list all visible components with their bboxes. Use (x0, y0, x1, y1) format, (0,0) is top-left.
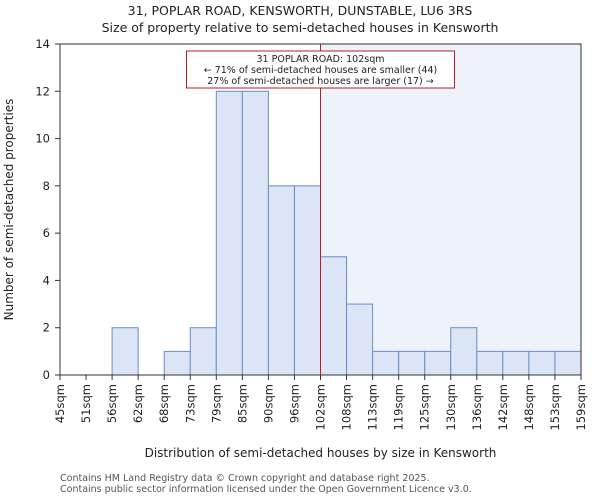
bar-125sqm (424, 350, 452, 376)
x-tick-label-85sqm: 85sqm (235, 384, 249, 423)
x-tick-label-119sqm: 119sqm (392, 384, 406, 430)
footer-licence: Contains public sector information licen… (60, 484, 472, 495)
x-tick-label-113sqm: 113sqm (366, 384, 380, 430)
annotation-line-2: ← 71% of semi-detached houses are smalle… (204, 65, 438, 76)
bar-85sqm (241, 90, 269, 376)
x-tick-label-136sqm: 136sqm (470, 384, 484, 430)
x-tick-label-68sqm: 68sqm (157, 384, 171, 423)
y-tick-label-2: 2 (43, 321, 50, 335)
bar-90sqm (267, 185, 295, 376)
x-axis-label: Distribution of semi-detached houses by … (145, 446, 497, 460)
x-tick-label-45sqm: 45sqm (53, 384, 67, 423)
annotation-line-1: 31 POPLAR ROAD: 102sqm (257, 54, 385, 65)
y-tick-label-8: 8 (43, 179, 50, 193)
bar-130sqm (450, 327, 478, 376)
x-tick-label-108sqm: 108sqm (340, 384, 354, 430)
y-tick-label-14: 14 (35, 37, 50, 51)
x-tick-label-62sqm: 62sqm (131, 384, 145, 423)
y-axis-label: Number of semi-detached properties (2, 99, 16, 321)
bar-148sqm (528, 350, 556, 376)
bar-68sqm (163, 350, 191, 376)
annotation-box (186, 50, 455, 89)
bar-113sqm (372, 350, 400, 376)
bar-136sqm (476, 350, 504, 376)
x-tick-label-159sqm: 159sqm (574, 384, 588, 430)
footer-copyright: Contains HM Land Registry data © Crown c… (60, 473, 430, 484)
x-tick-label-96sqm: 96sqm (287, 384, 301, 423)
x-tick-label-73sqm: 73sqm (183, 384, 197, 423)
bar-119sqm (398, 350, 426, 376)
bar-73sqm (189, 327, 217, 376)
bar-142sqm (502, 350, 530, 376)
x-tick-label-142sqm: 142sqm (496, 384, 510, 430)
bar-102sqm (320, 256, 348, 376)
bar-56sqm (111, 327, 139, 376)
chart-title: 31, POPLAR ROAD, KENSWORTH, DUNSTABLE, L… (128, 3, 473, 18)
bar-79sqm (215, 90, 243, 376)
x-tick-label-79sqm: 79sqm (209, 384, 223, 423)
x-tick-label-125sqm: 125sqm (418, 384, 432, 430)
annotation-line-3: 27% of semi-detached houses are larger (… (207, 76, 434, 87)
x-tick-label-153sqm: 153sqm (548, 384, 562, 430)
y-tick-label-12: 12 (35, 84, 50, 98)
y-tick-label-0: 0 (43, 368, 50, 382)
y-tick-label-4: 4 (43, 273, 50, 287)
x-tick-label-56sqm: 56sqm (105, 384, 119, 423)
y-tick-label-10: 10 (35, 132, 50, 146)
y-tick-label-6: 6 (43, 226, 50, 240)
x-tick-label-90sqm: 90sqm (261, 384, 275, 423)
x-tick-label-130sqm: 130sqm (444, 384, 458, 430)
bar-96sqm (293, 185, 322, 376)
bar-153sqm (554, 350, 582, 376)
x-tick-label-102sqm: 102sqm (314, 384, 328, 430)
x-tick-label-51sqm: 51sqm (79, 384, 93, 423)
bar-108sqm (346, 303, 374, 376)
x-tick-label-148sqm: 148sqm (522, 384, 536, 430)
chart-subtitle: Size of property relative to semi-detach… (102, 20, 499, 35)
